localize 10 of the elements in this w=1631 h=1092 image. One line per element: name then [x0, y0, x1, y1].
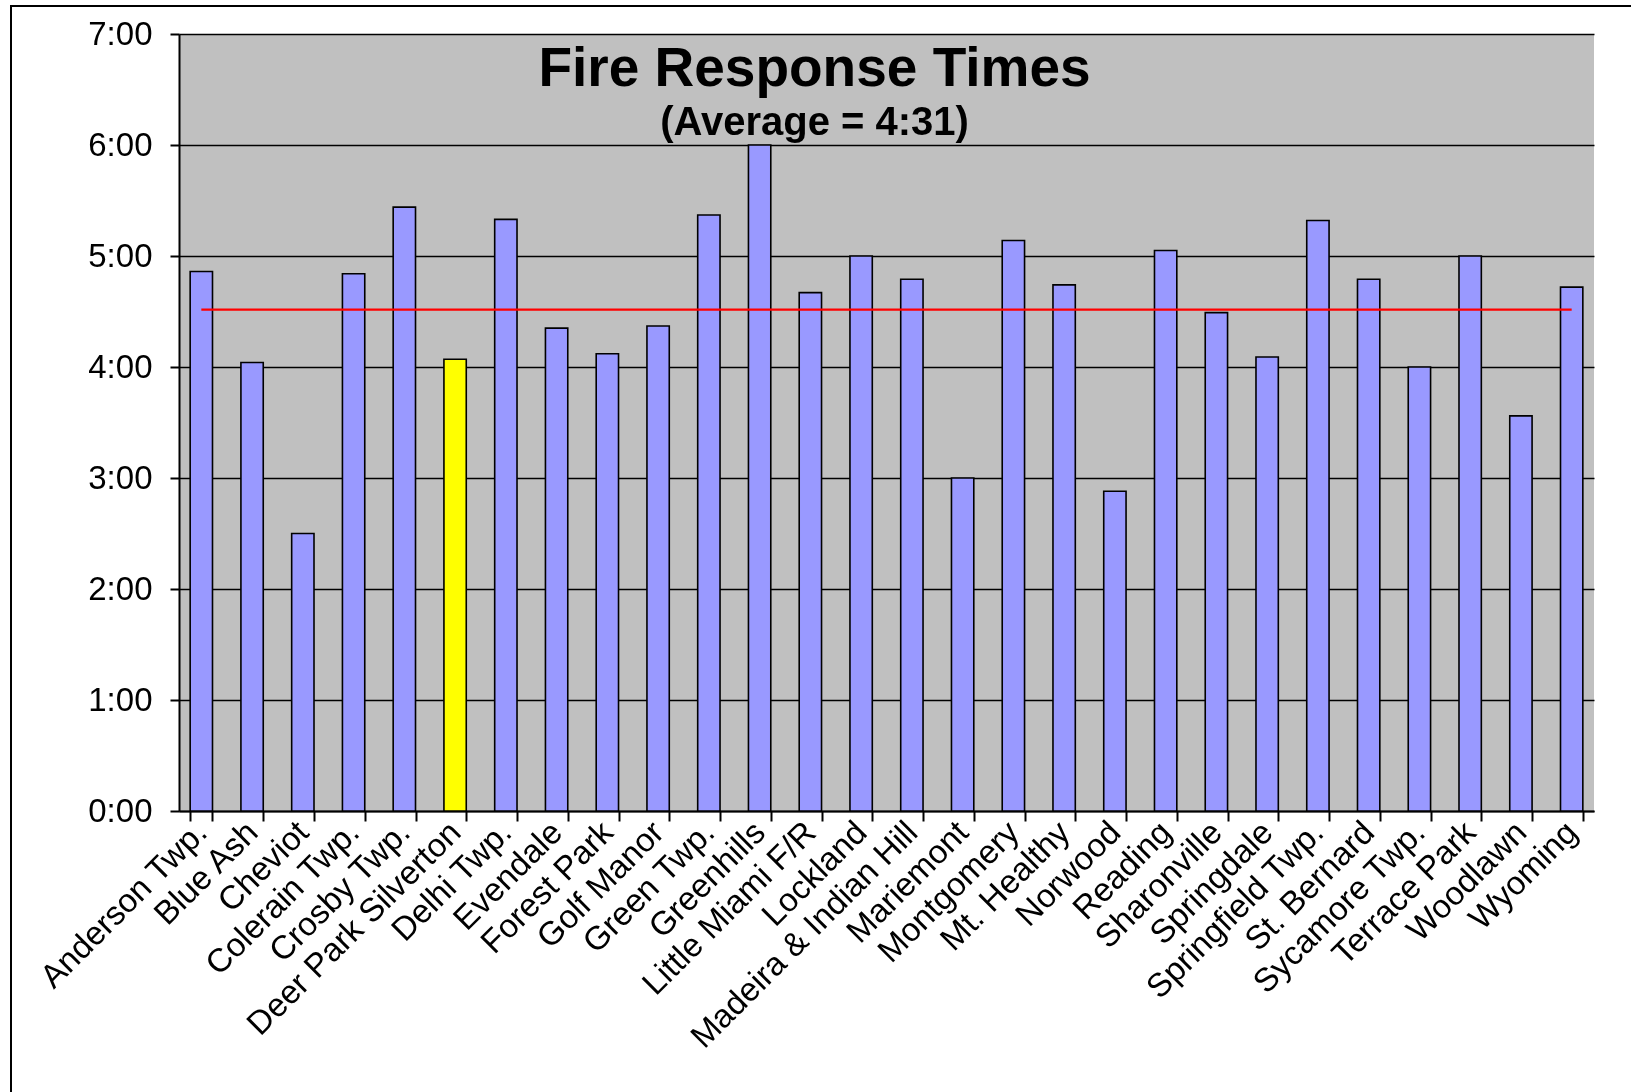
y-tick-label: 3:00: [88, 458, 153, 496]
y-tick-label: 0:00: [88, 791, 153, 829]
y-tick-label: 6:00: [88, 125, 153, 163]
y-tick-label: 4:00: [88, 347, 153, 385]
chart-title: Fire Response Times: [538, 36, 1091, 98]
y-tick-label: 5:00: [88, 236, 153, 274]
text: (Average = 4:31): [660, 99, 969, 143]
y-tick-label: 1:00: [88, 680, 153, 718]
y-tick-label: 2:00: [88, 569, 153, 607]
y-tick-label: 7:00: [88, 14, 153, 52]
